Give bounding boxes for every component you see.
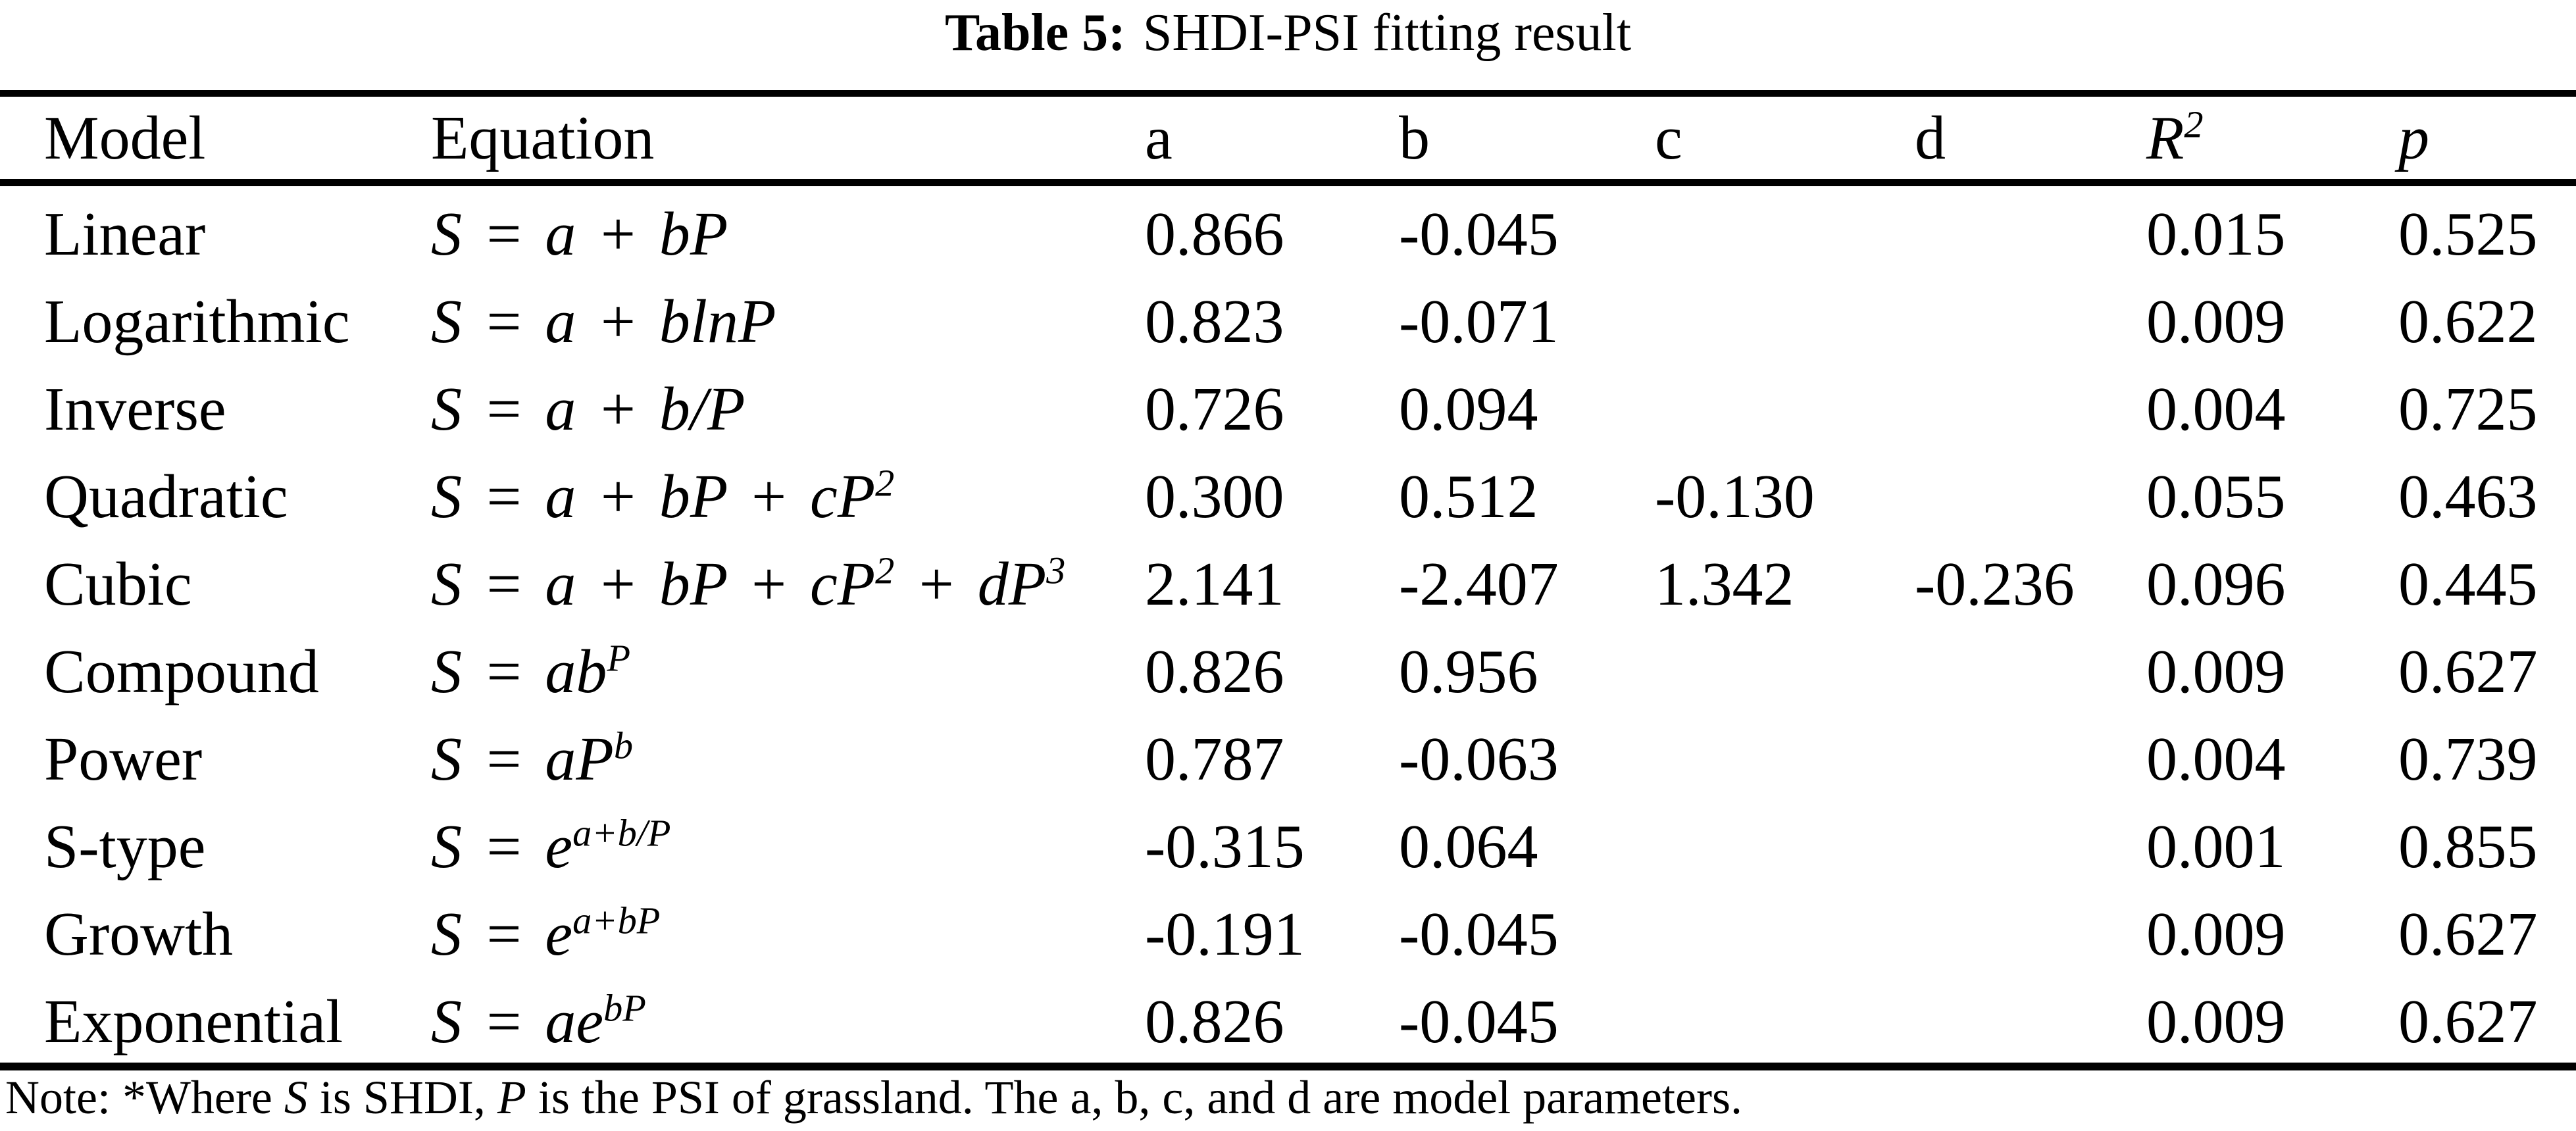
cell-equation: S = a + bP + cP2 bbox=[431, 461, 895, 531]
cell-equation: S = aebP bbox=[431, 986, 646, 1056]
cell-a: 0.726 bbox=[1145, 375, 1284, 443]
cell-r-squared: 0.009 bbox=[2146, 900, 2286, 968]
table-row-compound: Compound S = abP 0.826 0.956 0.009 0.627 bbox=[0, 632, 2576, 711]
cell-c: 1.342 bbox=[1655, 550, 1794, 618]
cell-r-squared: 0.001 bbox=[2146, 813, 2286, 881]
table-row-cubic: Cubic S = a + bP + cP2 + dP3 2.141 -2.40… bbox=[0, 545, 2576, 624]
cell-equation: S = a + bP bbox=[431, 200, 728, 268]
cell-equation: S = a + blnP bbox=[431, 288, 776, 356]
footnote-text-mid: is SHDI, bbox=[307, 1071, 497, 1124]
cell-a: 0.787 bbox=[1145, 725, 1284, 793]
column-header-p: p bbox=[2398, 104, 2429, 172]
cell-model: Quadratic bbox=[44, 463, 288, 531]
column-header-b: b bbox=[1399, 104, 1430, 172]
cell-a: 0.866 bbox=[1145, 200, 1284, 268]
cell-model: Inverse bbox=[44, 375, 226, 443]
cell-a: 0.826 bbox=[1145, 638, 1284, 706]
cell-p: 0.622 bbox=[2398, 288, 2538, 356]
cell-b: 0.064 bbox=[1399, 813, 1538, 881]
table-row-logarithmic: Logarithmic S = a + blnP 0.823 -0.071 0.… bbox=[0, 282, 2576, 361]
cell-p: 0.627 bbox=[2398, 638, 2538, 706]
cell-equation: S = abP bbox=[431, 636, 631, 706]
table-row-growth: Growth S = ea+bP -0.191 -0.045 0.009 0.6… bbox=[0, 895, 2576, 974]
table-caption-text: SHDI-PSI fitting result bbox=[1142, 4, 1632, 62]
cell-p: 0.463 bbox=[2398, 463, 2538, 531]
cell-b: 0.512 bbox=[1399, 463, 1538, 531]
table-row-s-type: S-type S = ea+b/P -0.315 0.064 0.001 0.8… bbox=[0, 807, 2576, 886]
table-row-quadratic: Quadratic S = a + bP + cP2 0.300 0.512 -… bbox=[0, 457, 2576, 536]
table-row-inverse: Inverse S = a + b/P 0.726 0.094 0.004 0.… bbox=[0, 370, 2576, 449]
column-header-equation: Equation bbox=[431, 104, 655, 172]
cell-p: 0.725 bbox=[2398, 375, 2538, 443]
cell-r-squared: 0.004 bbox=[2146, 375, 2286, 443]
column-header-a: a bbox=[1145, 104, 1173, 172]
table-footnote: Note: *Where S is SHDI, P is the PSI of … bbox=[5, 1067, 2571, 1128]
column-header-model: Model bbox=[44, 104, 206, 172]
cell-b: -2.407 bbox=[1399, 550, 1559, 618]
cell-equation: S = a + bP + cP2 + dP3 bbox=[431, 549, 1066, 618]
cell-model: Exponential bbox=[44, 988, 343, 1056]
cell-r-squared: 0.055 bbox=[2146, 463, 2286, 531]
table-header-rule bbox=[0, 179, 2576, 186]
cell-equation: S = aPb bbox=[431, 724, 633, 793]
table-top-rule bbox=[0, 90, 2576, 97]
cell-b: -0.063 bbox=[1399, 725, 1559, 793]
cell-b: -0.045 bbox=[1399, 200, 1559, 268]
cell-a: 0.823 bbox=[1145, 288, 1284, 356]
cell-p: 0.739 bbox=[2398, 725, 2538, 793]
cell-model: Cubic bbox=[44, 550, 192, 618]
cell-a: 0.300 bbox=[1145, 463, 1284, 531]
cell-a: 0.826 bbox=[1145, 988, 1284, 1056]
cell-p: 0.627 bbox=[2398, 988, 2538, 1056]
cell-p: 0.525 bbox=[2398, 200, 2538, 268]
cell-r-squared: 0.004 bbox=[2146, 725, 2286, 793]
cell-r-squared: 0.009 bbox=[2146, 988, 2286, 1056]
cell-a: -0.315 bbox=[1145, 813, 1305, 881]
cell-r-squared: 0.015 bbox=[2146, 200, 2286, 268]
table-row-linear: Linear S = a + bP 0.866 -0.045 0.015 0.5… bbox=[0, 195, 2576, 274]
cell-p: 0.627 bbox=[2398, 900, 2538, 968]
cell-equation: S = a + b/P bbox=[431, 375, 745, 443]
table-caption: Table 5: SHDI-PSI fitting result bbox=[0, 1, 2576, 64]
cell-r-squared: 0.009 bbox=[2146, 288, 2286, 356]
column-header-r-squared: R2 bbox=[2146, 103, 2204, 172]
table-header-row: Model Equation a b c d R2 p bbox=[0, 99, 2576, 178]
cell-b: -0.045 bbox=[1399, 900, 1559, 968]
cell-b: -0.071 bbox=[1399, 288, 1559, 356]
column-header-d: d bbox=[1915, 104, 1946, 172]
cell-p: 0.855 bbox=[2398, 813, 2538, 881]
footnote-text-prefix: Note: *Where bbox=[5, 1071, 284, 1124]
cell-equation: S = ea+bP bbox=[431, 899, 661, 968]
cell-model: Compound bbox=[44, 638, 319, 706]
footnote-text-rest: is the PSI of grassland. The a, b, c, an… bbox=[526, 1071, 1742, 1124]
column-header-c: c bbox=[1655, 104, 1682, 172]
table-row-exponential: Exponential S = aebP 0.826 -0.045 0.009 … bbox=[0, 982, 2576, 1061]
cell-p: 0.445 bbox=[2398, 550, 2538, 618]
cell-equation: S = ea+b/P bbox=[431, 811, 671, 881]
footnote-var-s: S bbox=[284, 1071, 308, 1124]
cell-model: Linear bbox=[44, 200, 206, 268]
cell-r-squared: 0.096 bbox=[2146, 550, 2286, 618]
cell-model: Growth bbox=[44, 900, 234, 968]
table-bottom-rule bbox=[0, 1063, 2576, 1070]
cell-a: -0.191 bbox=[1145, 900, 1305, 968]
cell-b: 0.956 bbox=[1399, 638, 1538, 706]
table-row-power: Power S = aPb 0.787 -0.063 0.004 0.739 bbox=[0, 720, 2576, 799]
footnote-var-p: P bbox=[497, 1071, 526, 1124]
cell-c: -0.130 bbox=[1655, 463, 1815, 531]
cell-d: -0.236 bbox=[1915, 550, 2075, 618]
table-caption-number: Table 5: bbox=[944, 4, 1126, 62]
cell-r-squared: 0.009 bbox=[2146, 638, 2286, 706]
cell-a: 2.141 bbox=[1145, 550, 1284, 618]
cell-b: -0.045 bbox=[1399, 988, 1559, 1056]
cell-b: 0.094 bbox=[1399, 375, 1538, 443]
cell-model: Logarithmic bbox=[44, 288, 350, 356]
cell-model: S-type bbox=[44, 813, 206, 881]
cell-model: Power bbox=[44, 725, 203, 793]
